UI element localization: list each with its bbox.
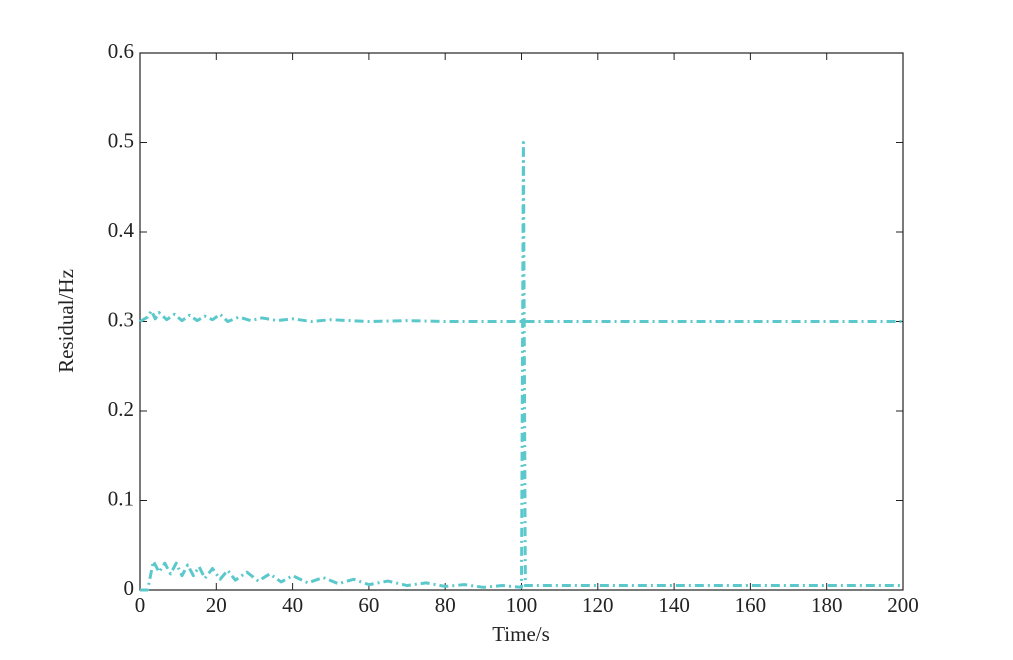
y-axis-label: Residual/Hz <box>54 269 78 373</box>
x-tick-label: 180 <box>811 593 843 617</box>
x-tick-label: 120 <box>582 593 614 617</box>
x-tick-label: 0 <box>135 593 146 617</box>
line-series <box>139 309 903 323</box>
x-tick-label: 160 <box>735 593 767 617</box>
y-tick-label: 0.3 <box>108 307 134 331</box>
x-tick-label: 40 <box>282 593 303 617</box>
line-series <box>140 141 903 592</box>
x-tick-label: 100 <box>506 593 538 617</box>
y-tick-label: 0.6 <box>108 39 134 63</box>
x-tick-label: 60 <box>358 593 379 617</box>
x-axis-label: Time/s <box>492 622 550 646</box>
y-tick-label: 0.4 <box>108 218 135 242</box>
y-tick-label: 0.5 <box>108 128 134 152</box>
y-tick-label: 0 <box>124 576 135 600</box>
x-tick-label: 80 <box>435 593 456 617</box>
x-tick-label: 20 <box>206 593 227 617</box>
y-tick-label: 0.2 <box>108 397 134 421</box>
x-tick-label: 200 <box>887 593 919 617</box>
y-tick-label: 0.1 <box>108 486 134 510</box>
x-tick-label: 140 <box>658 593 690 617</box>
